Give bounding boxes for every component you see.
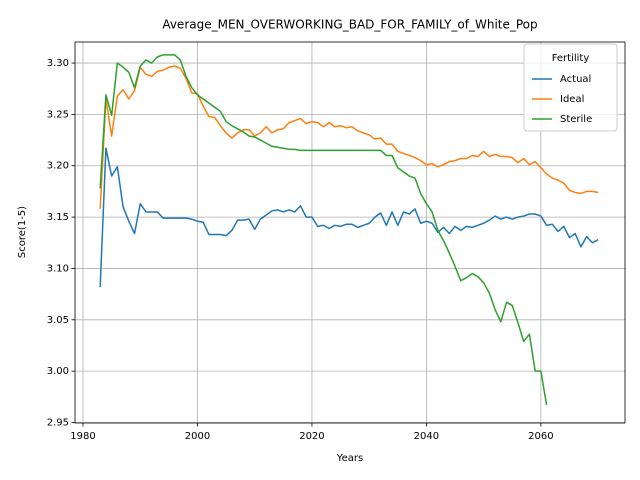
y-tick-label: 3.30 — [47, 58, 69, 69]
y-tick-label: 3.10 — [47, 263, 69, 274]
chart-title: Average_MEN_OVERWORKING_BAD_FOR_FAMILY_o… — [162, 18, 537, 32]
legend-label: Actual — [560, 74, 591, 85]
y-tick-label: 3.05 — [47, 315, 69, 326]
plot-frame — [74, 41, 626, 424]
x-tick-label: 2060 — [528, 431, 553, 442]
y-axis-label: Score(1-5) — [17, 206, 28, 258]
y-tick-label: 2.95 — [47, 417, 69, 428]
y-tick-label: 3.00 — [47, 366, 69, 377]
legend: Fertility Actual Ideal Sterile — [523, 43, 618, 132]
x-tick-label: 1980 — [70, 431, 95, 442]
x-tick-label: 2020 — [299, 431, 324, 442]
data-line — [99, 147, 599, 287]
x-axis-label: Years — [336, 453, 363, 464]
legend-label: Ideal — [560, 94, 584, 105]
x-tick-label: 2040 — [414, 431, 439, 442]
data-line — [99, 54, 548, 406]
legend-title: Fertility — [552, 53, 590, 64]
y-tick-label: 3.20 — [47, 161, 69, 172]
legend-box — [523, 43, 618, 132]
x-tick-label: 2000 — [185, 431, 210, 442]
legend-label: Sterile — [560, 114, 592, 125]
y-tick-label: 3.15 — [47, 212, 69, 223]
y-tick-label: 3.25 — [47, 109, 69, 120]
data-line — [99, 65, 599, 209]
